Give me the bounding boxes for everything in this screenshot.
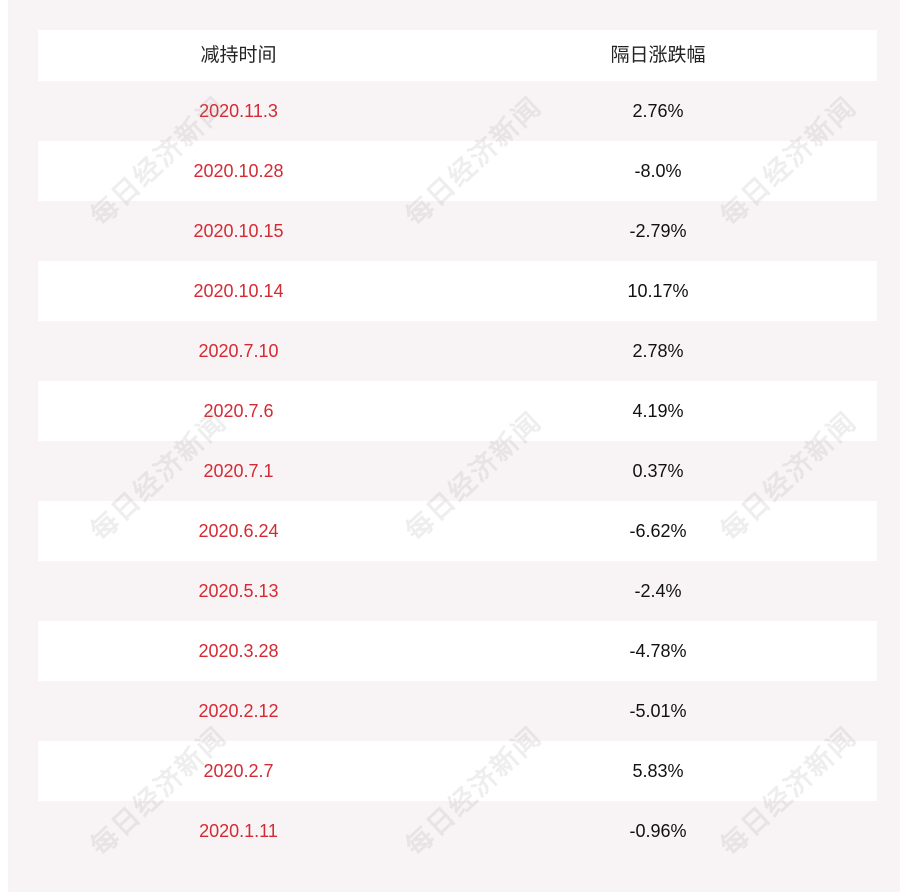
header-next-day-change: 隔日涨跌幅 bbox=[610, 44, 706, 66]
change-cell: -8.0% bbox=[634, 161, 682, 181]
table-row: 2020.2.7 5.83% bbox=[38, 741, 877, 801]
table-row: 2020.7.10 2.78% bbox=[38, 321, 877, 381]
change-cell: 0.37% bbox=[632, 461, 684, 481]
date-cell: 2020.10.28 bbox=[193, 161, 284, 181]
date-cell: 2020.7.1 bbox=[203, 461, 274, 481]
date-cell: 2020.3.28 bbox=[198, 641, 279, 661]
date-cell: 2020.10.15 bbox=[193, 221, 284, 241]
change-cell: -6.62% bbox=[629, 521, 687, 541]
change-cell: 2.78% bbox=[632, 341, 684, 361]
date-cell: 2020.5.13 bbox=[198, 581, 279, 601]
date-cell: 2020.6.24 bbox=[198, 521, 279, 541]
change-cell: -0.96% bbox=[629, 821, 687, 841]
change-cell: -2.79% bbox=[629, 221, 687, 241]
date-cell: 2020.1.11 bbox=[199, 821, 278, 841]
table-row: 2020.6.24 -6.62% bbox=[38, 501, 877, 561]
table-row: 2020.2.12 -5.01% bbox=[38, 681, 877, 741]
change-cell: -5.01% bbox=[629, 701, 687, 721]
table-row: 2020.10.28 -8.0% bbox=[38, 141, 877, 201]
date-cell: 2020.7.10 bbox=[198, 341, 279, 361]
sell-down-table: 减持时间 隔日涨跌幅 2020.11.3 2.76% 2020.10.28 -8… bbox=[38, 30, 877, 861]
table-row: 2020.1.11 -0.96% bbox=[38, 801, 877, 861]
date-cell: 2020.2.7 bbox=[203, 761, 274, 781]
table-row: 2020.11.3 2.76% bbox=[38, 81, 877, 141]
change-cell: -4.78% bbox=[629, 641, 687, 661]
table-row: 2020.5.13 -2.4% bbox=[38, 561, 877, 621]
date-cell: 2020.2.12 bbox=[198, 701, 279, 721]
date-cell: 2020.7.6 bbox=[203, 401, 274, 421]
date-cell: 2020.10.14 bbox=[193, 281, 284, 301]
change-cell: 5.83% bbox=[632, 761, 684, 781]
table-row: 2020.10.14 10.17% bbox=[38, 261, 877, 321]
change-cell: -2.4% bbox=[634, 581, 682, 601]
table-row: 2020.3.28 -4.78% bbox=[38, 621, 877, 681]
table-header-row: 减持时间 隔日涨跌幅 bbox=[38, 30, 877, 81]
date-cell: 2020.11.3 bbox=[199, 101, 278, 121]
header-date: 减持时间 bbox=[200, 44, 277, 66]
change-cell: 10.17% bbox=[627, 281, 689, 301]
table-row: 2020.10.15 -2.79% bbox=[38, 201, 877, 261]
table-row: 2020.7.6 4.19% bbox=[38, 381, 877, 441]
change-cell: 2.76% bbox=[632, 101, 684, 121]
table-row: 2020.7.1 0.37% bbox=[38, 441, 877, 501]
change-cell: 4.19% bbox=[632, 401, 684, 421]
